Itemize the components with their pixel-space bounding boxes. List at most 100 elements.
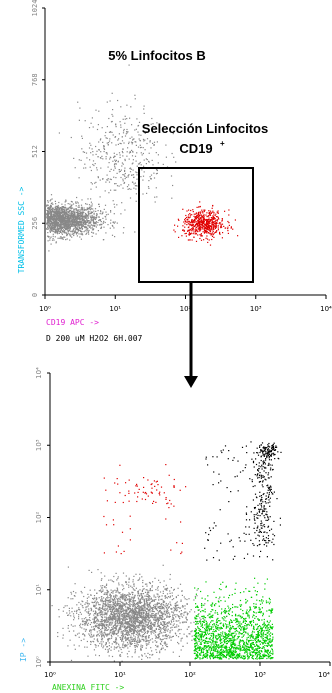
data-point: [118, 612, 120, 614]
data-point: [195, 233, 197, 235]
data-point: [185, 232, 187, 234]
data-point: [203, 217, 205, 219]
data-point: [107, 166, 109, 168]
data-point: [130, 598, 132, 600]
data-point: [139, 139, 141, 142]
data-point: [129, 151, 132, 153]
data-point: [96, 619, 98, 621]
data-point: [186, 224, 188, 226]
data-point: [126, 155, 128, 157]
data-point: [79, 214, 81, 216]
data-point: [119, 654, 121, 656]
data-point: [140, 649, 142, 651]
data-point: [154, 606, 157, 608]
data-point: [144, 602, 146, 605]
data-point: [62, 238, 64, 240]
data-point: [86, 230, 88, 232]
data-point: [106, 609, 108, 611]
data-point: [97, 624, 100, 626]
data-point: [86, 218, 88, 220]
data-point: [175, 596, 177, 598]
data-point: [197, 224, 199, 226]
data-point: [94, 597, 96, 599]
data-point: [136, 620, 138, 622]
data-point: [199, 212, 202, 214]
data-point: [148, 635, 150, 637]
data-point: [145, 647, 147, 649]
data-point: [123, 182, 125, 184]
data-point: [88, 208, 90, 210]
data-point: [199, 228, 201, 230]
data-point: [74, 226, 77, 228]
data-point: [112, 615, 114, 617]
data-point: [105, 633, 107, 635]
data-point: [164, 612, 166, 614]
data-point: [95, 604, 97, 606]
data-point: [192, 225, 195, 227]
data-point: [114, 589, 116, 591]
data-point: [181, 616, 184, 618]
data-point: [117, 623, 119, 625]
data-point: [141, 154, 143, 156]
data-point: [133, 620, 135, 622]
data-point: [116, 588, 119, 590]
data-point: [120, 143, 122, 145]
data-point: [59, 225, 61, 227]
data-point: [84, 212, 87, 215]
data-point: [69, 221, 71, 223]
data-point: [79, 218, 81, 220]
data-point: [116, 185, 119, 187]
data-point: [146, 598, 148, 600]
data-point: [83, 634, 86, 636]
data-point: [141, 631, 143, 633]
data-point: [190, 209, 192, 212]
data-point: [140, 646, 142, 648]
data-point: [157, 162, 159, 164]
data-point: [150, 178, 152, 180]
data-point: [106, 593, 108, 595]
data-point: [134, 129, 136, 131]
top-x-axis-label: CD19 APC ->: [46, 318, 99, 327]
data-point: [122, 609, 124, 611]
data-point: [81, 621, 84, 623]
data-point: [94, 217, 96, 219]
data-point: [81, 627, 83, 629]
data-point: [87, 224, 89, 226]
data-point: [173, 598, 175, 600]
data-point: [207, 225, 209, 227]
data-point: [108, 627, 110, 629]
data-point: [144, 633, 146, 635]
data-point: [75, 635, 77, 637]
data-point: [148, 616, 150, 618]
data-point: [155, 631, 157, 633]
data-point: [111, 224, 113, 227]
data-point: [121, 596, 123, 598]
data-point: [84, 586, 86, 588]
data-point: [109, 610, 112, 612]
data-point: [162, 647, 164, 649]
data-point: [78, 601, 80, 604]
data-point: [55, 222, 57, 225]
data-point: [56, 223, 58, 225]
data-point: [99, 224, 101, 226]
data-point: [66, 208, 68, 210]
data-point: [55, 219, 57, 221]
data-point: [158, 617, 160, 619]
data-point: [61, 230, 63, 232]
data-point: [116, 617, 118, 619]
data-point: [178, 616, 181, 618]
data-point: [61, 233, 63, 235]
data-point: [89, 209, 91, 211]
data-point: [67, 227, 69, 229]
data-point: [84, 217, 86, 219]
data-point: [131, 639, 133, 641]
data-point: [111, 643, 113, 645]
data-point: [152, 614, 154, 616]
data-point: [52, 233, 54, 235]
data-point: [51, 605, 53, 607]
data-point: [62, 210, 64, 212]
data-point: [150, 647, 152, 649]
data-point: [158, 635, 160, 637]
data-point: [95, 611, 97, 613]
data-point: [60, 208, 63, 210]
